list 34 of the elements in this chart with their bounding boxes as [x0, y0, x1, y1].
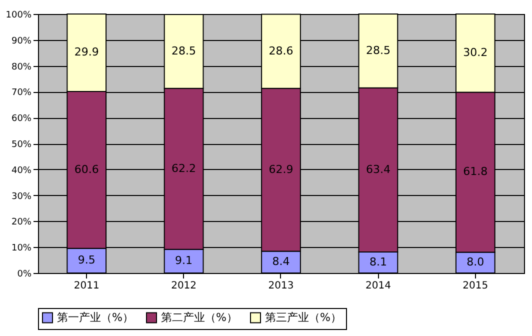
y-tick-label: 70%: [11, 88, 32, 98]
text: 29.9: [74, 46, 99, 59]
text: 28.6: [268, 44, 294, 58]
y-tick-label: 10%: [11, 244, 32, 254]
text: 62.9: [268, 162, 294, 176]
text: 8.4: [272, 255, 290, 268]
text: 28.5: [366, 44, 390, 57]
text: 62.2: [172, 162, 196, 175]
x-tick-label: 2012: [171, 280, 197, 292]
y-tick-label: 40%: [11, 166, 32, 176]
y-tick-label: 50%: [11, 140, 32, 150]
legend-label: 第三产业（%）: [265, 310, 342, 324]
text: 8.1: [369, 256, 387, 269]
y-tick-label: 30%: [11, 192, 32, 202]
x-tick-label: 2015: [462, 280, 488, 292]
y-tick-label: 0%: [17, 270, 32, 280]
y-tick-label: 90%: [11, 36, 32, 46]
x-tick-label: 2014: [365, 280, 391, 292]
legend-label: 第二产业（%）: [161, 310, 238, 324]
text: 61.8: [463, 165, 488, 178]
text: 9.1: [175, 254, 193, 268]
text: 63.4: [366, 162, 390, 176]
y-tick-label: 60%: [11, 114, 32, 124]
text: 30.2: [463, 46, 488, 60]
y-tick-label: 20%: [11, 218, 32, 228]
x-tick-label: 2011: [74, 280, 100, 292]
text: 60.6: [74, 162, 99, 176]
y-tick-label: 100%: [6, 10, 32, 20]
text: 8.0: [466, 256, 484, 269]
y-tick-label: 80%: [11, 62, 32, 72]
text: 28.5: [172, 44, 196, 58]
text: 9.5: [78, 254, 96, 267]
legend-label: 第一产业（%）: [57, 310, 134, 324]
x-tick-label: 2013: [268, 280, 294, 292]
